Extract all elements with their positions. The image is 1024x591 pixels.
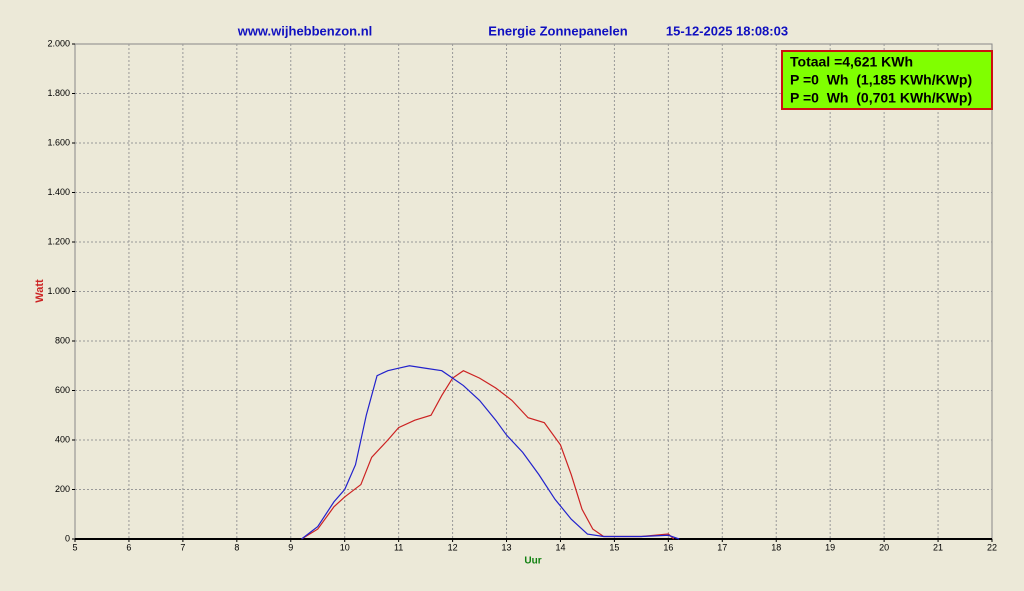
x-tick-label: 19 — [825, 542, 835, 552]
x-tick-label: 6 — [126, 542, 131, 552]
y-tick-label: 400 — [55, 434, 70, 444]
y-tick-label: 1.000 — [47, 286, 70, 296]
y-tick-label: 200 — [55, 484, 70, 494]
x-tick-label: 10 — [340, 542, 350, 552]
info-text: P =0 Wh (0,701 KWh/KWp) — [790, 90, 972, 106]
x-tick-label: 15 — [609, 542, 619, 552]
y-tick-label: 1.200 — [47, 236, 70, 246]
x-tick-label: 17 — [717, 542, 727, 552]
x-tick-label: 16 — [663, 542, 673, 552]
x-tick-label: 11 — [394, 542, 403, 552]
y-tick-label: 0 — [65, 533, 70, 543]
series-line — [301, 370, 675, 540]
y-axis-label: Watt — [34, 279, 46, 303]
x-tick-label: 9 — [288, 542, 293, 552]
site-title: www.wijhebbenzon.nl — [237, 23, 373, 38]
info-box — [781, 50, 993, 110]
x-tick-label: 18 — [771, 542, 781, 552]
y-tick-label: 800 — [55, 335, 70, 345]
info-text: P =0 Wh (1,185 KWh/KWp) — [790, 72, 972, 88]
chart-title: Energie Zonnepanelen — [488, 23, 627, 38]
y-tick-label: 2.000 — [47, 38, 70, 48]
x-tick-label: 14 — [555, 542, 565, 552]
x-axis-label: Uur — [524, 556, 541, 567]
x-tick-label: 12 — [448, 542, 458, 552]
x-tick-label: 7 — [180, 542, 185, 552]
x-tick-label: 20 — [879, 542, 889, 552]
x-tick-label: 5 — [72, 542, 77, 552]
x-tick-label: 13 — [502, 542, 512, 552]
x-tick-label: 8 — [234, 542, 239, 552]
timestamp: 15-12-2025 18:08:03 — [666, 23, 788, 38]
x-tick-label: 22 — [987, 542, 997, 552]
x-tick-label: 21 — [933, 542, 943, 552]
y-tick-label: 1.600 — [47, 137, 70, 147]
y-tick-label: 600 — [55, 385, 70, 395]
y-tick-label: 1.800 — [47, 88, 70, 98]
series-line — [301, 365, 680, 540]
y-tick-label: 1.400 — [47, 187, 70, 197]
info-text: Totaal =4,621 KWh — [790, 54, 913, 70]
